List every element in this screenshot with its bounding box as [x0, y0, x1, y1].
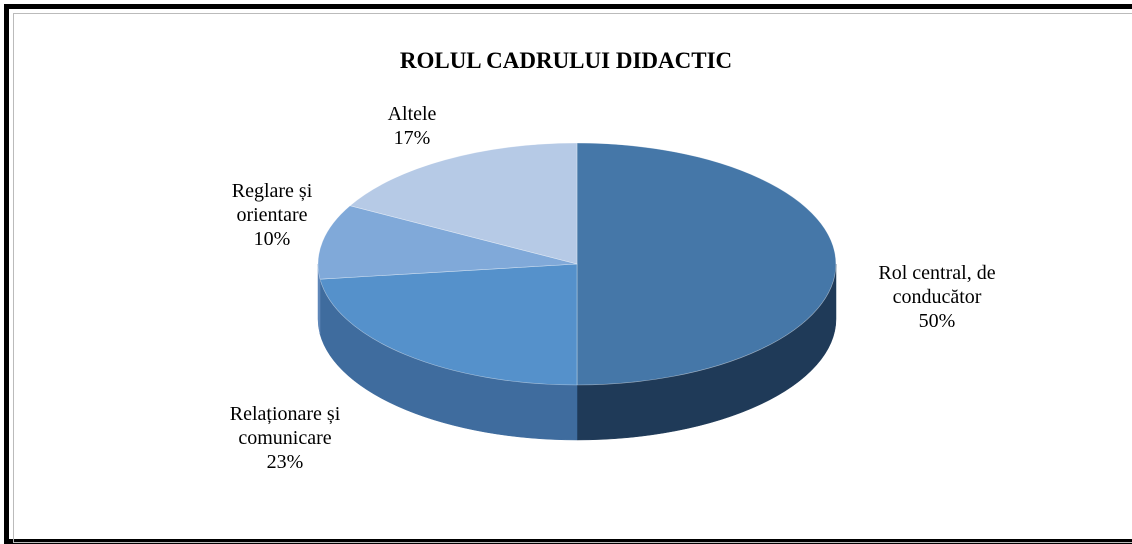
slice-top: [319, 263, 578, 386]
slice: [319, 263, 578, 441]
chart-title: ROLUL CADRULUI DIDACTIC: [399, 48, 733, 73]
category-label: Altele: [387, 103, 437, 125]
slice: [349, 142, 578, 265]
slice: [576, 142, 837, 441]
value-label: 17%: [393, 127, 431, 149]
value-label: 23%: [266, 451, 304, 473]
category-label: Relaționare și comunicare: [229, 403, 341, 449]
value-label: 50%: [918, 310, 956, 332]
data-label: Rol central, de conducător 50%: [842, 261, 1032, 333]
value-label: 10%: [253, 228, 291, 250]
page: ROLUL CADRULUI DIDACTIC (() => { const d…: [4, 4, 1132, 544]
slice-top: [576, 142, 837, 386]
data-label: Altele 17%: [362, 102, 462, 150]
slice-top: [349, 142, 578, 265]
chart: [317, 142, 837, 441]
slice: [317, 205, 578, 335]
data-label: Relaționare și comunicare 23%: [205, 402, 365, 474]
slice-top: [317, 205, 578, 280]
data-label: Reglare și orientare 10%: [202, 179, 342, 251]
category-label: Rol central, de conducător: [878, 262, 996, 308]
category-label: Reglare și orientare: [231, 180, 313, 226]
